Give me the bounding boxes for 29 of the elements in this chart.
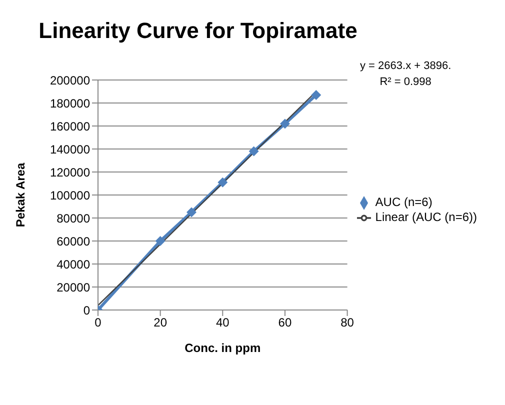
y-tick-label: 180000 xyxy=(50,96,90,110)
x-tick-label: 40 xyxy=(216,316,230,330)
x-tick-label: 80 xyxy=(340,316,354,330)
legend-label: AUC (n=6) xyxy=(375,195,432,210)
y-tick-label: 60000 xyxy=(56,234,90,248)
text: y = 2663.x + 3896. xyxy=(360,59,452,74)
point xyxy=(248,146,259,156)
y-axis-title: Pekak Area xyxy=(13,162,28,228)
text: R² = 0.998 xyxy=(378,75,432,90)
y-tick-label: 160000 xyxy=(50,119,90,134)
x-tick-label: 20 xyxy=(154,316,168,330)
y-tick-label: 80000 xyxy=(56,211,90,226)
y-tick-label: 140000 xyxy=(50,142,90,156)
y-tick-label: 120000 xyxy=(50,165,90,180)
point xyxy=(186,207,196,218)
point xyxy=(280,118,290,129)
chart-title: Linearity Curve for Topiramate xyxy=(38,18,358,44)
y-tick-label: 0 xyxy=(83,303,90,318)
x-tick-label: 60 xyxy=(278,316,292,330)
x-axis-title: Conc. in ppm xyxy=(184,341,261,355)
y-tick-label: 100000 xyxy=(50,188,90,202)
point xyxy=(311,90,322,100)
y-tick-label: 40000 xyxy=(56,257,90,272)
y-tick-label: 200000 xyxy=(50,73,90,88)
legend-label: Linear (AUC (n=6)) xyxy=(375,210,477,224)
point xyxy=(218,177,228,188)
point xyxy=(155,236,166,246)
y-tick-label: 20000 xyxy=(56,280,90,294)
x-tick-label: 0 xyxy=(94,316,102,330)
